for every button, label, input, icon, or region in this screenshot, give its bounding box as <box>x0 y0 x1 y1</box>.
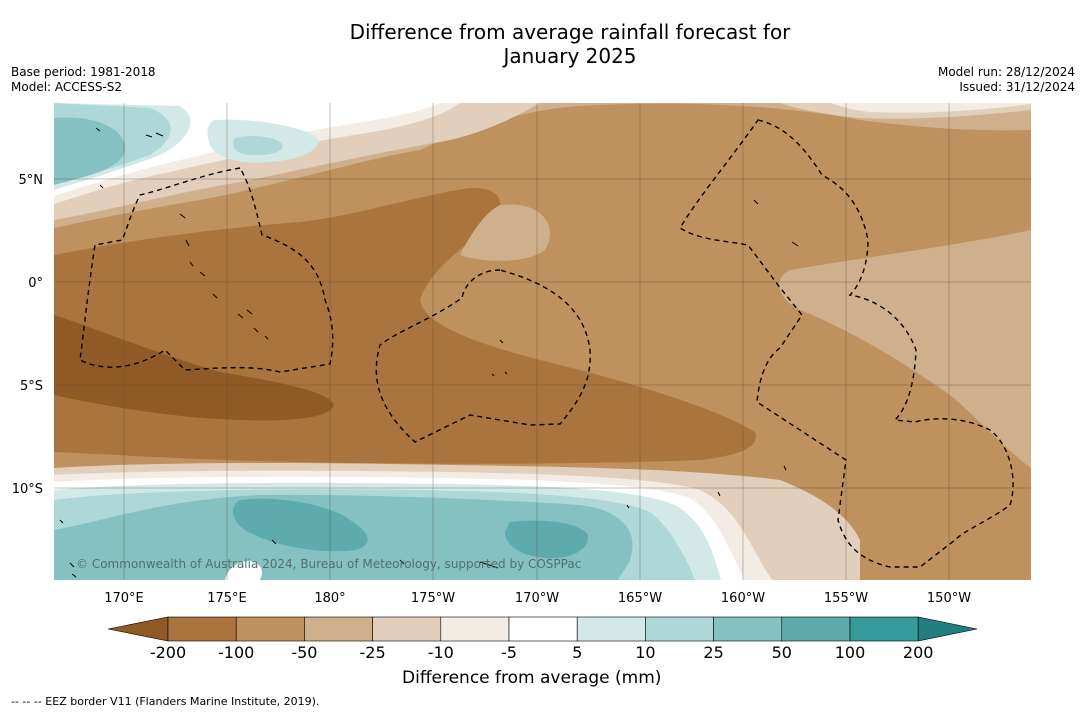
colorbar-box <box>576 616 646 642</box>
lon-label-170e: 170°E <box>104 591 144 606</box>
rain-band-south-white-patch <box>225 560 263 580</box>
colorbar-tick-label: 200 <box>902 643 934 662</box>
lat-label-0: 0° <box>28 276 43 291</box>
rain-band-south-teal-2 <box>505 520 589 559</box>
colorbar-tick-label: -10 <box>427 643 454 662</box>
meta-right: Model run: 28/12/2024 Issued: 31/12/2024 <box>938 65 1075 95</box>
map-panel <box>54 103 1031 580</box>
eez-borders <box>79 119 1014 568</box>
meta-left: Base period: 1981-2018 Model: ACCESS-S2 <box>11 65 156 95</box>
lon-label-180: 180° <box>314 591 345 606</box>
eez-legend: -- -- -- EEZ border V11 (Flanders Marine… <box>11 695 320 708</box>
lon-label-170w: 170°W <box>515 591 559 606</box>
colorbar-title: Difference from average (mm) <box>402 668 662 688</box>
colorbar-tick-label: 50 <box>771 643 792 662</box>
lon-label-155w: 155°W <box>824 591 868 606</box>
island-4 <box>199 271 244 319</box>
colorbar-tick-label: -5 <box>501 643 517 662</box>
lon-label-150w: 150°W <box>927 591 971 606</box>
lat-label-5s: 5°S <box>20 379 43 394</box>
colorbar-tick-label: -50 <box>291 643 318 662</box>
colorbar-box <box>304 616 373 642</box>
rain-band-west-light <box>460 204 550 261</box>
colorbar-tick-label: 100 <box>834 643 866 662</box>
map-title: Difference from average rainfall forecas… <box>0 20 1085 68</box>
colorbar-arrow-low <box>107 616 169 642</box>
island-8 <box>271 539 499 569</box>
colorbar <box>107 616 978 642</box>
colorbar-box <box>235 616 305 642</box>
base-period: Base period: 1981-2018 <box>11 65 156 79</box>
copyright-note: © Commonwealth of Australia 2024, Bureau… <box>76 557 582 571</box>
rain-band-south-teal-1 <box>233 498 368 552</box>
lon-label-165w: 165°W <box>618 591 662 606</box>
islands <box>59 127 799 578</box>
island-9 <box>59 519 77 578</box>
colorbar-box <box>167 616 237 642</box>
island-2 <box>95 127 104 189</box>
colorbar-tick-label: -200 <box>149 643 187 662</box>
title-line-1: Difference from average rainfall forecas… <box>349 20 791 44</box>
lon-label-175w: 175°W <box>411 591 455 606</box>
rain-band-east-light <box>779 230 1031 468</box>
issued-date: Issued: 31/12/2024 <box>959 80 1075 94</box>
rain-band-northeast-white <box>830 103 1031 113</box>
graticule <box>54 103 1031 580</box>
island-3 <box>179 213 194 267</box>
colorbar-tick-label: 25 <box>703 643 724 662</box>
title-line-2: January 2025 <box>503 44 637 68</box>
colorbar-tick-label: -100 <box>218 643 255 662</box>
rain-band-north-blue-dark <box>54 117 126 185</box>
colorbar-arrow-high <box>917 616 978 642</box>
colorbar-box <box>713 616 783 642</box>
colorbar-box <box>508 616 578 642</box>
lat-label-10s: 10°S <box>12 482 43 497</box>
colorbar-tick-label: 10 <box>635 643 656 662</box>
colorbar-box <box>440 616 510 642</box>
eez-border-west <box>79 167 334 373</box>
colorbar-tick-label: -25 <box>359 643 386 662</box>
colorbar-box <box>372 616 442 642</box>
colorbar-tick-label: 5 <box>572 643 583 662</box>
island-1 <box>145 132 164 138</box>
lon-label-160w: 160°W <box>721 591 765 606</box>
colorbar-box <box>645 616 714 642</box>
colorbar-box <box>849 616 919 642</box>
island-10 <box>626 465 787 509</box>
colorbar-box <box>781 616 851 642</box>
model-name: Model: ACCESS-S2 <box>11 80 123 94</box>
island-5 <box>246 309 269 340</box>
lat-label-5n: 5°N <box>19 173 44 188</box>
lon-label-175e: 175°E <box>207 591 247 606</box>
island-6 <box>491 339 508 377</box>
island-7 <box>753 199 799 247</box>
model-run: Model run: 28/12/2024 <box>937 65 1075 79</box>
